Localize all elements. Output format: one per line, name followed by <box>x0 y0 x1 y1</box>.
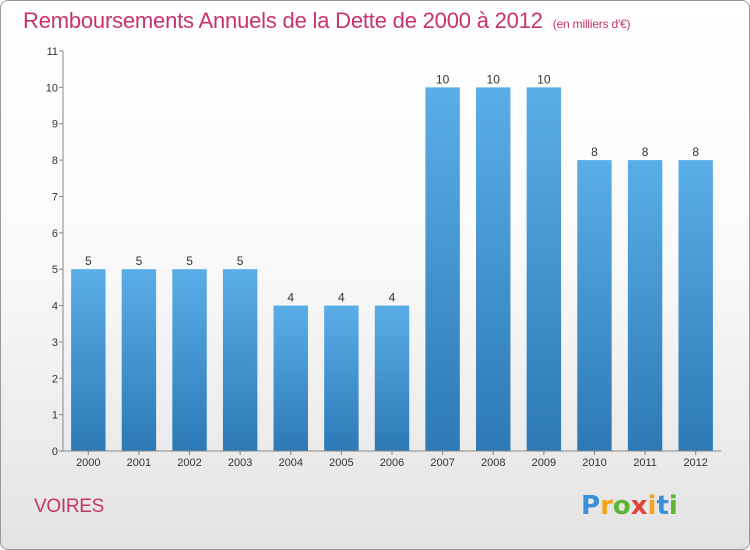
data-label-2001: 5 <box>136 254 143 268</box>
title-text: Remboursements Annuels de la Dette de 20… <box>23 8 543 33</box>
chart-subtitle: (en milliers d'€) <box>552 17 631 31</box>
bar-2010 <box>577 160 612 451</box>
data-label-2011: 8 <box>642 145 649 159</box>
logo-letter: P <box>581 491 601 521</box>
commune-name: VOIRES <box>34 496 104 517</box>
x-tick-label-2002: 2002 <box>177 457 201 469</box>
x-tick-label-2004: 2004 <box>279 457 303 469</box>
data-label-2012: 8 <box>692 145 699 159</box>
bar-2005 <box>324 305 359 451</box>
y-tick-label-5: 5 <box>52 264 58 276</box>
bar-2000 <box>71 269 106 451</box>
y-tick-label-0: 0 <box>52 446 58 458</box>
bar-2003 <box>222 269 258 451</box>
chart-title: Remboursements Annuels de la Dette de 20… <box>23 8 631 34</box>
data-label-2005: 4 <box>338 291 345 305</box>
x-tick-label-2012: 2012 <box>683 457 707 469</box>
bar-2012 <box>678 160 713 451</box>
bars-group: 5 5 5 5 4 4 4 10 10 10 8 8 8 <box>71 72 713 451</box>
data-label-2000: 5 <box>85 254 92 268</box>
y-tick-label-1: 1 <box>52 410 58 422</box>
x-tick-label-2011: 2011 <box>633 457 657 469</box>
data-label-2009: 10 <box>537 72 551 86</box>
y-tick-label-11: 11 <box>47 46 58 58</box>
x-tick-label-2008: 2008 <box>481 457 505 469</box>
y-tick-label-7: 7 <box>52 191 58 203</box>
x-tick-label-2009: 2009 <box>532 457 556 469</box>
bar-2007 <box>425 87 460 451</box>
logo-letter: i <box>668 491 678 521</box>
data-label-2006: 4 <box>389 291 396 305</box>
bar-2002 <box>172 269 207 451</box>
data-label-2003: 5 <box>237 254 244 268</box>
y-tick-label-2: 2 <box>52 373 58 385</box>
x-tick-label-2005: 2005 <box>329 457 353 469</box>
x-tick-label-2007: 2007 <box>430 457 454 469</box>
data-label-2002: 5 <box>186 254 193 268</box>
bar-2008 <box>476 87 511 451</box>
x-tick-label-2006: 2006 <box>380 457 404 469</box>
x-tick-label-2001: 2001 <box>127 457 151 469</box>
x-tick-label-2000: 2000 <box>76 457 100 469</box>
y-tick-label-9: 9 <box>52 119 58 131</box>
logo-letter: o <box>612 491 631 521</box>
bar-2006 <box>374 305 410 451</box>
logo-letter: x <box>630 491 648 521</box>
y-tick-label-6: 6 <box>52 228 58 240</box>
bar-2001 <box>121 269 157 451</box>
bar-2004 <box>273 305 308 451</box>
y-tick-label-3: 3 <box>52 337 58 349</box>
logo-letter: i <box>647 491 657 521</box>
logo-letter: r <box>600 491 613 521</box>
proxiti-logo: Proxiti <box>581 491 678 521</box>
x-tick-label-2003: 2003 <box>228 457 252 469</box>
data-label-2004: 4 <box>287 291 294 305</box>
data-label-2007: 10 <box>436 72 450 86</box>
axes-group: 2000 2001 2002 2003 2004 2005 2006 2007 2008 2009… <box>46 46 721 469</box>
bar-2011 <box>627 160 663 451</box>
bar-2009 <box>526 87 562 451</box>
y-tick-label-8: 8 <box>52 155 58 167</box>
x-tick-label-2010: 2010 <box>582 457 606 469</box>
data-label-2008: 10 <box>487 72 501 86</box>
y-tick-label-10: 10 <box>46 82 58 94</box>
y-tick-label-4: 4 <box>52 301 58 313</box>
data-label-2010: 8 <box>591 145 598 159</box>
logo-letter: t <box>656 491 669 521</box>
